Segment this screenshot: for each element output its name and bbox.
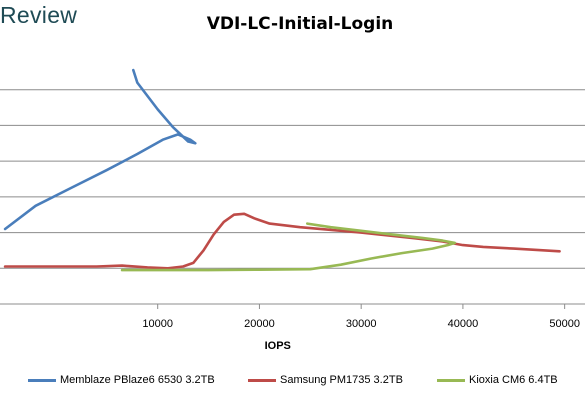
series-line-2 <box>120 222 457 272</box>
series-line-1 <box>3 212 561 270</box>
legend-label-2: Kioxia CM6 6.4TB <box>469 374 558 386</box>
legend-item-1: Samsung PM1735 3.2TB <box>248 372 403 388</box>
series-line-0 <box>3 68 197 231</box>
legend: Memblaze PBlaze6 6530 3.2TB Samsung PM173… <box>0 372 585 392</box>
x-tick-label-4: 50000 <box>549 318 580 330</box>
legend-label-1: Samsung PM1735 3.2TB <box>280 374 403 386</box>
x-axis-label: IOPS <box>265 340 291 352</box>
legend-label-0: Memblaze PBlaze6 6530 3.2TB <box>60 374 215 386</box>
x-tick-label-3: 40000 <box>448 318 479 330</box>
brand-wordmark: Review <box>0 2 78 28</box>
legend-swatch-2 <box>437 378 465 382</box>
legend-item-2: Kioxia CM6 6.4TB <box>437 372 558 388</box>
legend-swatch-1 <box>248 378 276 382</box>
series-lines <box>3 68 561 272</box>
x-tick-label-1: 20000 <box>244 318 275 330</box>
x-axis: 10000 20000 30000 40000 50000 <box>0 303 585 330</box>
x-tick-label-2: 30000 <box>346 318 377 330</box>
chart-title: VDI-LC-Initial-Login <box>206 14 394 34</box>
x-tick-label-0: 10000 <box>142 318 173 330</box>
legend-item-0: Memblaze PBlaze6 6530 3.2TB <box>28 372 215 388</box>
legend-swatch-0 <box>28 378 56 382</box>
